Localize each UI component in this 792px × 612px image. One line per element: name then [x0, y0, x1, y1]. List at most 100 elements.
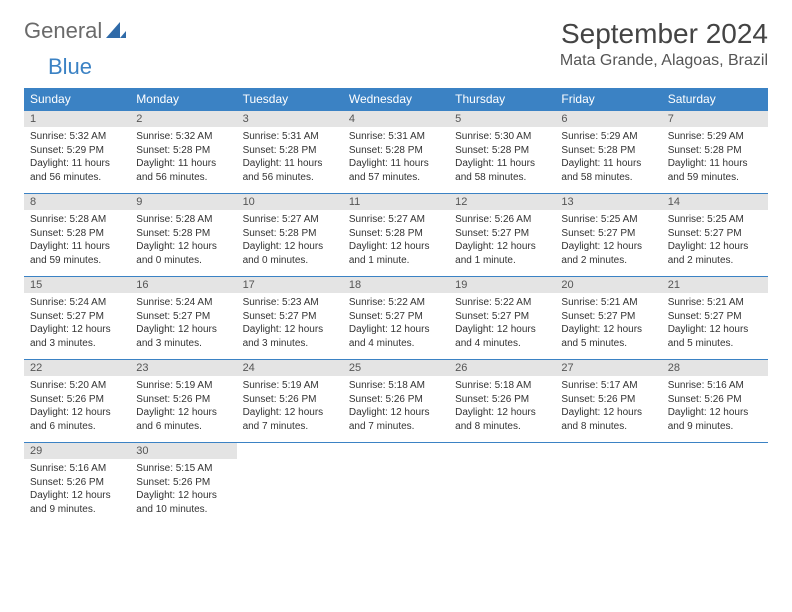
sunrise-line: Sunrise: 5:32 AM — [30, 130, 124, 144]
sunset-line: Sunset: 5:26 PM — [30, 393, 124, 407]
day-number: 22 — [24, 360, 130, 376]
day-of-week-header: Tuesday — [237, 88, 343, 110]
day-cell: 9Sunrise: 5:28 AMSunset: 5:28 PMDaylight… — [130, 194, 236, 276]
day-body: Sunrise: 5:20 AMSunset: 5:26 PMDaylight:… — [24, 376, 130, 437]
day-cell: 27Sunrise: 5:17 AMSunset: 5:26 PMDayligh… — [555, 360, 661, 442]
sunrise-line: Sunrise: 5:31 AM — [243, 130, 337, 144]
day-number: 3 — [237, 111, 343, 127]
sunrise-line: Sunrise: 5:31 AM — [349, 130, 443, 144]
sunset-line: Sunset: 5:27 PM — [30, 310, 124, 324]
day-body: Sunrise: 5:24 AMSunset: 5:27 PMDaylight:… — [130, 293, 236, 354]
daylight-line: Daylight: 12 hours and 0 minutes. — [136, 240, 230, 267]
daylight-line: Daylight: 12 hours and 5 minutes. — [561, 323, 655, 350]
day-number: 27 — [555, 360, 661, 376]
day-cell: 6Sunrise: 5:29 AMSunset: 5:28 PMDaylight… — [555, 111, 661, 193]
sunrise-line: Sunrise: 5:29 AM — [668, 130, 762, 144]
sunrise-line: Sunrise: 5:25 AM — [561, 213, 655, 227]
day-number: 1 — [24, 111, 130, 127]
day-cell: 4Sunrise: 5:31 AMSunset: 5:28 PMDaylight… — [343, 111, 449, 193]
day-cell: 29Sunrise: 5:16 AMSunset: 5:26 PMDayligh… — [24, 443, 130, 525]
day-cell: 3Sunrise: 5:31 AMSunset: 5:28 PMDaylight… — [237, 111, 343, 193]
daylight-line: Daylight: 12 hours and 9 minutes. — [668, 406, 762, 433]
daylight-line: Daylight: 12 hours and 6 minutes. — [136, 406, 230, 433]
sunrise-line: Sunrise: 5:32 AM — [136, 130, 230, 144]
daylight-line: Daylight: 12 hours and 5 minutes. — [668, 323, 762, 350]
day-body: Sunrise: 5:22 AMSunset: 5:27 PMDaylight:… — [449, 293, 555, 354]
day-cell: 17Sunrise: 5:23 AMSunset: 5:27 PMDayligh… — [237, 277, 343, 359]
day-number: 13 — [555, 194, 661, 210]
day-body: Sunrise: 5:18 AMSunset: 5:26 PMDaylight:… — [449, 376, 555, 437]
daylight-line: Daylight: 11 hours and 57 minutes. — [349, 157, 443, 184]
sunrise-line: Sunrise: 5:19 AM — [136, 379, 230, 393]
day-number: 19 — [449, 277, 555, 293]
day-number: 4 — [343, 111, 449, 127]
day-body: Sunrise: 5:24 AMSunset: 5:27 PMDaylight:… — [24, 293, 130, 354]
day-cell — [343, 443, 449, 525]
sunrise-line: Sunrise: 5:16 AM — [30, 462, 124, 476]
day-body: Sunrise: 5:22 AMSunset: 5:27 PMDaylight:… — [343, 293, 449, 354]
sunset-line: Sunset: 5:28 PM — [668, 144, 762, 158]
daylight-line: Daylight: 12 hours and 3 minutes. — [243, 323, 337, 350]
day-cell — [555, 443, 661, 525]
day-cell: 1Sunrise: 5:32 AMSunset: 5:29 PMDaylight… — [24, 111, 130, 193]
day-number: 23 — [130, 360, 236, 376]
day-body: Sunrise: 5:15 AMSunset: 5:26 PMDaylight:… — [130, 459, 236, 520]
day-number: 2 — [130, 111, 236, 127]
day-body: Sunrise: 5:25 AMSunset: 5:27 PMDaylight:… — [555, 210, 661, 271]
day-number: 10 — [237, 194, 343, 210]
day-number: 17 — [237, 277, 343, 293]
day-cell — [662, 443, 768, 525]
day-cell: 30Sunrise: 5:15 AMSunset: 5:26 PMDayligh… — [130, 443, 236, 525]
week-row: 1Sunrise: 5:32 AMSunset: 5:29 PMDaylight… — [24, 110, 768, 193]
sunrise-line: Sunrise: 5:28 AM — [30, 213, 124, 227]
day-number: 25 — [343, 360, 449, 376]
day-body: Sunrise: 5:31 AMSunset: 5:28 PMDaylight:… — [343, 127, 449, 188]
sunset-line: Sunset: 5:28 PM — [30, 227, 124, 241]
logo-sail-icon — [106, 22, 126, 40]
day-cell: 13Sunrise: 5:25 AMSunset: 5:27 PMDayligh… — [555, 194, 661, 276]
day-body: Sunrise: 5:29 AMSunset: 5:28 PMDaylight:… — [662, 127, 768, 188]
daylight-line: Daylight: 11 hours and 56 minutes. — [30, 157, 124, 184]
day-cell — [449, 443, 555, 525]
sunset-line: Sunset: 5:27 PM — [668, 310, 762, 324]
daylight-line: Daylight: 11 hours and 59 minutes. — [30, 240, 124, 267]
day-body: Sunrise: 5:18 AMSunset: 5:26 PMDaylight:… — [343, 376, 449, 437]
day-cell: 2Sunrise: 5:32 AMSunset: 5:28 PMDaylight… — [130, 111, 236, 193]
sunset-line: Sunset: 5:28 PM — [136, 227, 230, 241]
day-body: Sunrise: 5:30 AMSunset: 5:28 PMDaylight:… — [449, 127, 555, 188]
day-cell — [237, 443, 343, 525]
day-of-week-header: Thursday — [449, 88, 555, 110]
day-cell: 18Sunrise: 5:22 AMSunset: 5:27 PMDayligh… — [343, 277, 449, 359]
day-number: 12 — [449, 194, 555, 210]
sunset-line: Sunset: 5:26 PM — [136, 393, 230, 407]
day-body: Sunrise: 5:16 AMSunset: 5:26 PMDaylight:… — [24, 459, 130, 520]
sunrise-line: Sunrise: 5:30 AM — [455, 130, 549, 144]
sunset-line: Sunset: 5:26 PM — [455, 393, 549, 407]
day-number: 5 — [449, 111, 555, 127]
sunset-line: Sunset: 5:27 PM — [455, 310, 549, 324]
day-cell: 23 Sunrise: 5:19 AMSunset: 5:26 PMDayligh… — [130, 360, 236, 442]
day-body: Sunrise: 5:32 AMSunset: 5:29 PMDaylight:… — [24, 127, 130, 188]
day-cell: 10Sunrise: 5:27 AMSunset: 5:28 PMDayligh… — [237, 194, 343, 276]
day-number: 16 — [130, 277, 236, 293]
daylight-line: Daylight: 12 hours and 0 minutes. — [243, 240, 337, 267]
sunset-line: Sunset: 5:26 PM — [136, 476, 230, 490]
daylight-line: Daylight: 12 hours and 3 minutes. — [30, 323, 124, 350]
sunrise-line: Sunrise: 5:18 AM — [455, 379, 549, 393]
day-of-week-row: SundayMondayTuesdayWednesdayThursdayFrid… — [24, 88, 768, 110]
daylight-line: Daylight: 12 hours and 7 minutes. — [349, 406, 443, 433]
daylight-line: Daylight: 12 hours and 3 minutes. — [136, 323, 230, 350]
day-cell: 20Sunrise: 5:21 AMSunset: 5:27 PMDayligh… — [555, 277, 661, 359]
sunrise-line: Sunrise: 5:15 AM — [136, 462, 230, 476]
daylight-line: Daylight: 12 hours and 7 minutes. — [243, 406, 337, 433]
week-row: 29Sunrise: 5:16 AMSunset: 5:26 PMDayligh… — [24, 442, 768, 525]
day-cell: 24Sunrise: 5:19 AMSunset: 5:26 PMDayligh… — [237, 360, 343, 442]
day-number: 28 — [662, 360, 768, 376]
sunset-line: Sunset: 5:29 PM — [30, 144, 124, 158]
logo: General — [24, 18, 126, 44]
daylight-line: Daylight: 11 hours and 59 minutes. — [668, 157, 762, 184]
month-title: September 2024 — [560, 18, 768, 50]
sunrise-line: Sunrise: 5:17 AM — [561, 379, 655, 393]
sunset-line: Sunset: 5:27 PM — [561, 310, 655, 324]
day-number: 11 — [343, 194, 449, 210]
